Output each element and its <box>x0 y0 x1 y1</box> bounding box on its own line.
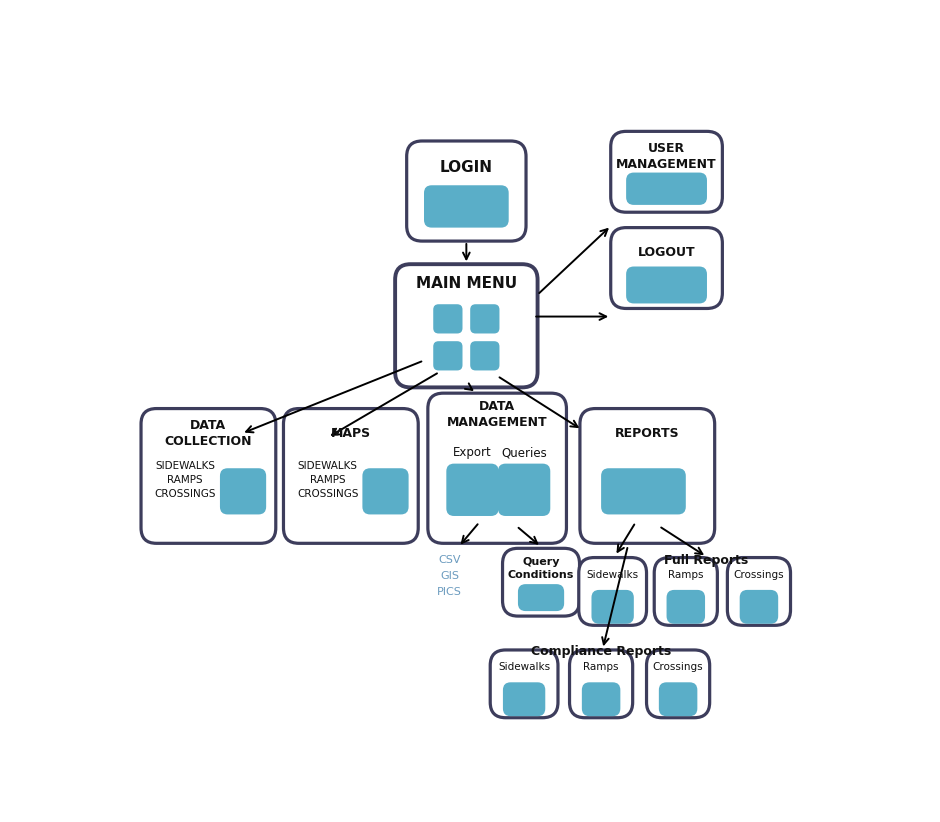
FancyBboxPatch shape <box>491 650 558 718</box>
FancyBboxPatch shape <box>395 264 538 387</box>
Text: Crossings: Crossings <box>733 570 784 580</box>
FancyBboxPatch shape <box>141 409 275 543</box>
Text: Ramps: Ramps <box>668 570 703 580</box>
Text: Export: Export <box>453 446 492 459</box>
Text: LOGOUT: LOGOUT <box>637 246 696 259</box>
FancyBboxPatch shape <box>428 393 567 543</box>
FancyBboxPatch shape <box>363 469 409 515</box>
FancyBboxPatch shape <box>647 650 710 718</box>
FancyBboxPatch shape <box>424 185 509 228</box>
FancyBboxPatch shape <box>433 341 462 371</box>
FancyBboxPatch shape <box>659 682 697 716</box>
FancyBboxPatch shape <box>601 469 686 515</box>
Text: DATA
COLLECTION: DATA COLLECTION <box>164 419 252 448</box>
FancyBboxPatch shape <box>580 409 714 543</box>
FancyBboxPatch shape <box>470 341 499 371</box>
FancyBboxPatch shape <box>518 584 564 611</box>
Text: Sidewalks: Sidewalks <box>498 662 550 672</box>
Text: Queries: Queries <box>501 446 547 459</box>
Text: USER
MANAGEMENT: USER MANAGEMENT <box>617 142 717 171</box>
FancyBboxPatch shape <box>570 650 633 718</box>
Text: Crossings: Crossings <box>652 662 703 672</box>
FancyBboxPatch shape <box>654 557 717 626</box>
Text: Ramps: Ramps <box>584 662 619 672</box>
FancyBboxPatch shape <box>433 304 462 334</box>
FancyBboxPatch shape <box>579 557 647 626</box>
FancyBboxPatch shape <box>503 682 545 716</box>
FancyBboxPatch shape <box>591 590 634 624</box>
FancyBboxPatch shape <box>666 590 705 624</box>
FancyBboxPatch shape <box>470 304 499 334</box>
Text: DATA
MANAGEMENT: DATA MANAGEMENT <box>446 399 547 429</box>
FancyBboxPatch shape <box>582 682 620 716</box>
Text: SIDEWALKS
RAMPS
CROSSINGS: SIDEWALKS RAMPS CROSSINGS <box>154 461 216 499</box>
Text: MAPS: MAPS <box>331 427 371 440</box>
FancyBboxPatch shape <box>503 548 580 616</box>
FancyBboxPatch shape <box>740 590 778 624</box>
FancyBboxPatch shape <box>284 409 418 543</box>
FancyBboxPatch shape <box>626 266 707 303</box>
Text: Compliance Reports: Compliance Reports <box>531 645 671 658</box>
Text: Query
Conditions: Query Conditions <box>508 557 574 580</box>
FancyBboxPatch shape <box>611 228 722 308</box>
FancyBboxPatch shape <box>626 173 707 205</box>
Text: CSV
GIS
PICS: CSV GIS PICS <box>437 556 462 597</box>
Text: Sidewalks: Sidewalks <box>587 570 638 580</box>
FancyBboxPatch shape <box>611 132 722 212</box>
FancyBboxPatch shape <box>728 557 791 626</box>
FancyBboxPatch shape <box>446 464 499 516</box>
Text: SIDEWALKS
RAMPS
CROSSINGS: SIDEWALKS RAMPS CROSSINGS <box>297 461 358 499</box>
Text: LOGIN: LOGIN <box>440 160 493 175</box>
FancyBboxPatch shape <box>220 469 266 515</box>
FancyBboxPatch shape <box>498 464 550 516</box>
Text: REPORTS: REPORTS <box>615 427 680 440</box>
Text: Full Reports: Full Reports <box>665 554 749 567</box>
FancyBboxPatch shape <box>407 141 526 241</box>
Text: MAIN MENU: MAIN MENU <box>415 276 517 291</box>
